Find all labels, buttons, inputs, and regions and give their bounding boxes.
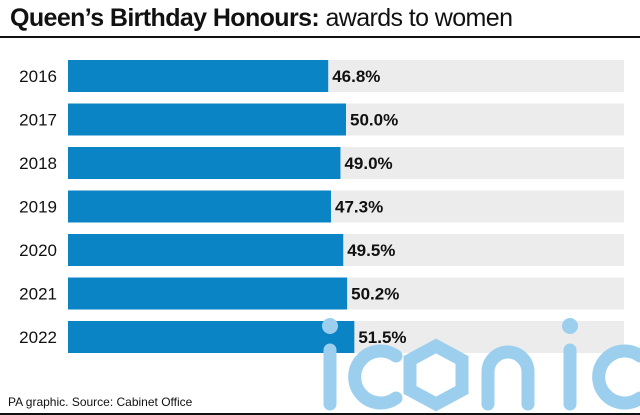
category-label: 2017	[19, 111, 57, 130]
watermark-stroke	[348, 344, 403, 410]
category-label: 2016	[19, 67, 57, 86]
top-rule	[0, 36, 640, 38]
value-label: 46.8%	[332, 67, 380, 86]
bar	[68, 321, 355, 353]
watermark-stroke	[592, 344, 640, 410]
source-note: PA graphic. Source: Cabinet Office	[8, 395, 193, 409]
value-label: 51.5%	[358, 328, 406, 347]
value-label: 49.0%	[344, 154, 392, 173]
chart-title: Queen’s Birthday Honours: awards to wome…	[10, 3, 513, 33]
bar	[68, 103, 346, 136]
value-label: 49.5%	[347, 241, 395, 260]
bottom-rule	[0, 413, 640, 415]
category-label: 2020	[19, 241, 57, 260]
bar	[68, 190, 331, 223]
category-label: 2018	[19, 154, 57, 173]
value-label: 50.0%	[350, 111, 398, 130]
bar-chart: 2016 46.8% 2017 50.0% 2018 49.0% 2019 47.3% 2020…	[19, 60, 624, 353]
bar	[68, 60, 329, 92]
category-label: 2019	[19, 198, 57, 217]
chart-title-bold: Queen’s Birthday Honours:	[10, 4, 320, 32]
watermark-stroke	[403, 338, 469, 412]
chart-title-rest: awards to women	[319, 4, 513, 32]
watermark-stroke	[481, 345, 535, 411]
value-label: 50.2%	[351, 285, 399, 304]
watermark-dot	[562, 318, 578, 334]
watermark-dot	[322, 318, 338, 334]
watermark-logo	[322, 318, 640, 412]
category-label: 2021	[19, 285, 57, 304]
bar	[68, 147, 341, 179]
value-label: 47.3%	[335, 198, 383, 217]
bar	[68, 234, 344, 266]
category-label: 2022	[19, 328, 57, 347]
iconic-watermark	[322, 318, 640, 412]
bar	[68, 277, 348, 310]
